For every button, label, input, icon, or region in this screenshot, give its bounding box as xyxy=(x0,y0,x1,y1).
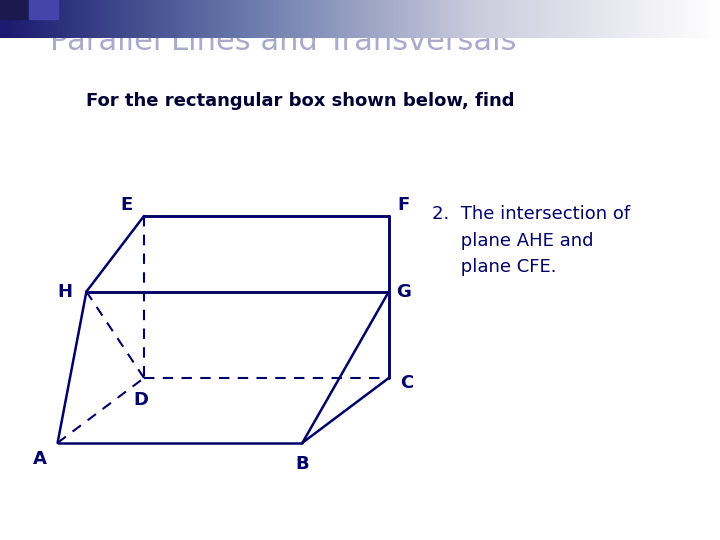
Text: Parallel Lines and Transversals: Parallel Lines and Transversals xyxy=(50,27,517,56)
Text: 2.  The intersection of
     plane AHE and
     plane CFE.: 2. The intersection of plane AHE and pla… xyxy=(432,205,630,276)
Text: H: H xyxy=(58,282,72,301)
Text: For the rectangular box shown below, find: For the rectangular box shown below, fin… xyxy=(86,92,515,110)
Text: B: B xyxy=(296,455,309,474)
Text: A: A xyxy=(32,450,47,468)
Text: E: E xyxy=(120,196,132,214)
Text: C: C xyxy=(400,374,413,393)
Bar xyxy=(0,0,29,19)
Bar xyxy=(29,0,58,19)
Text: G: G xyxy=(396,282,410,301)
Text: D: D xyxy=(133,390,148,409)
Text: F: F xyxy=(397,196,410,214)
